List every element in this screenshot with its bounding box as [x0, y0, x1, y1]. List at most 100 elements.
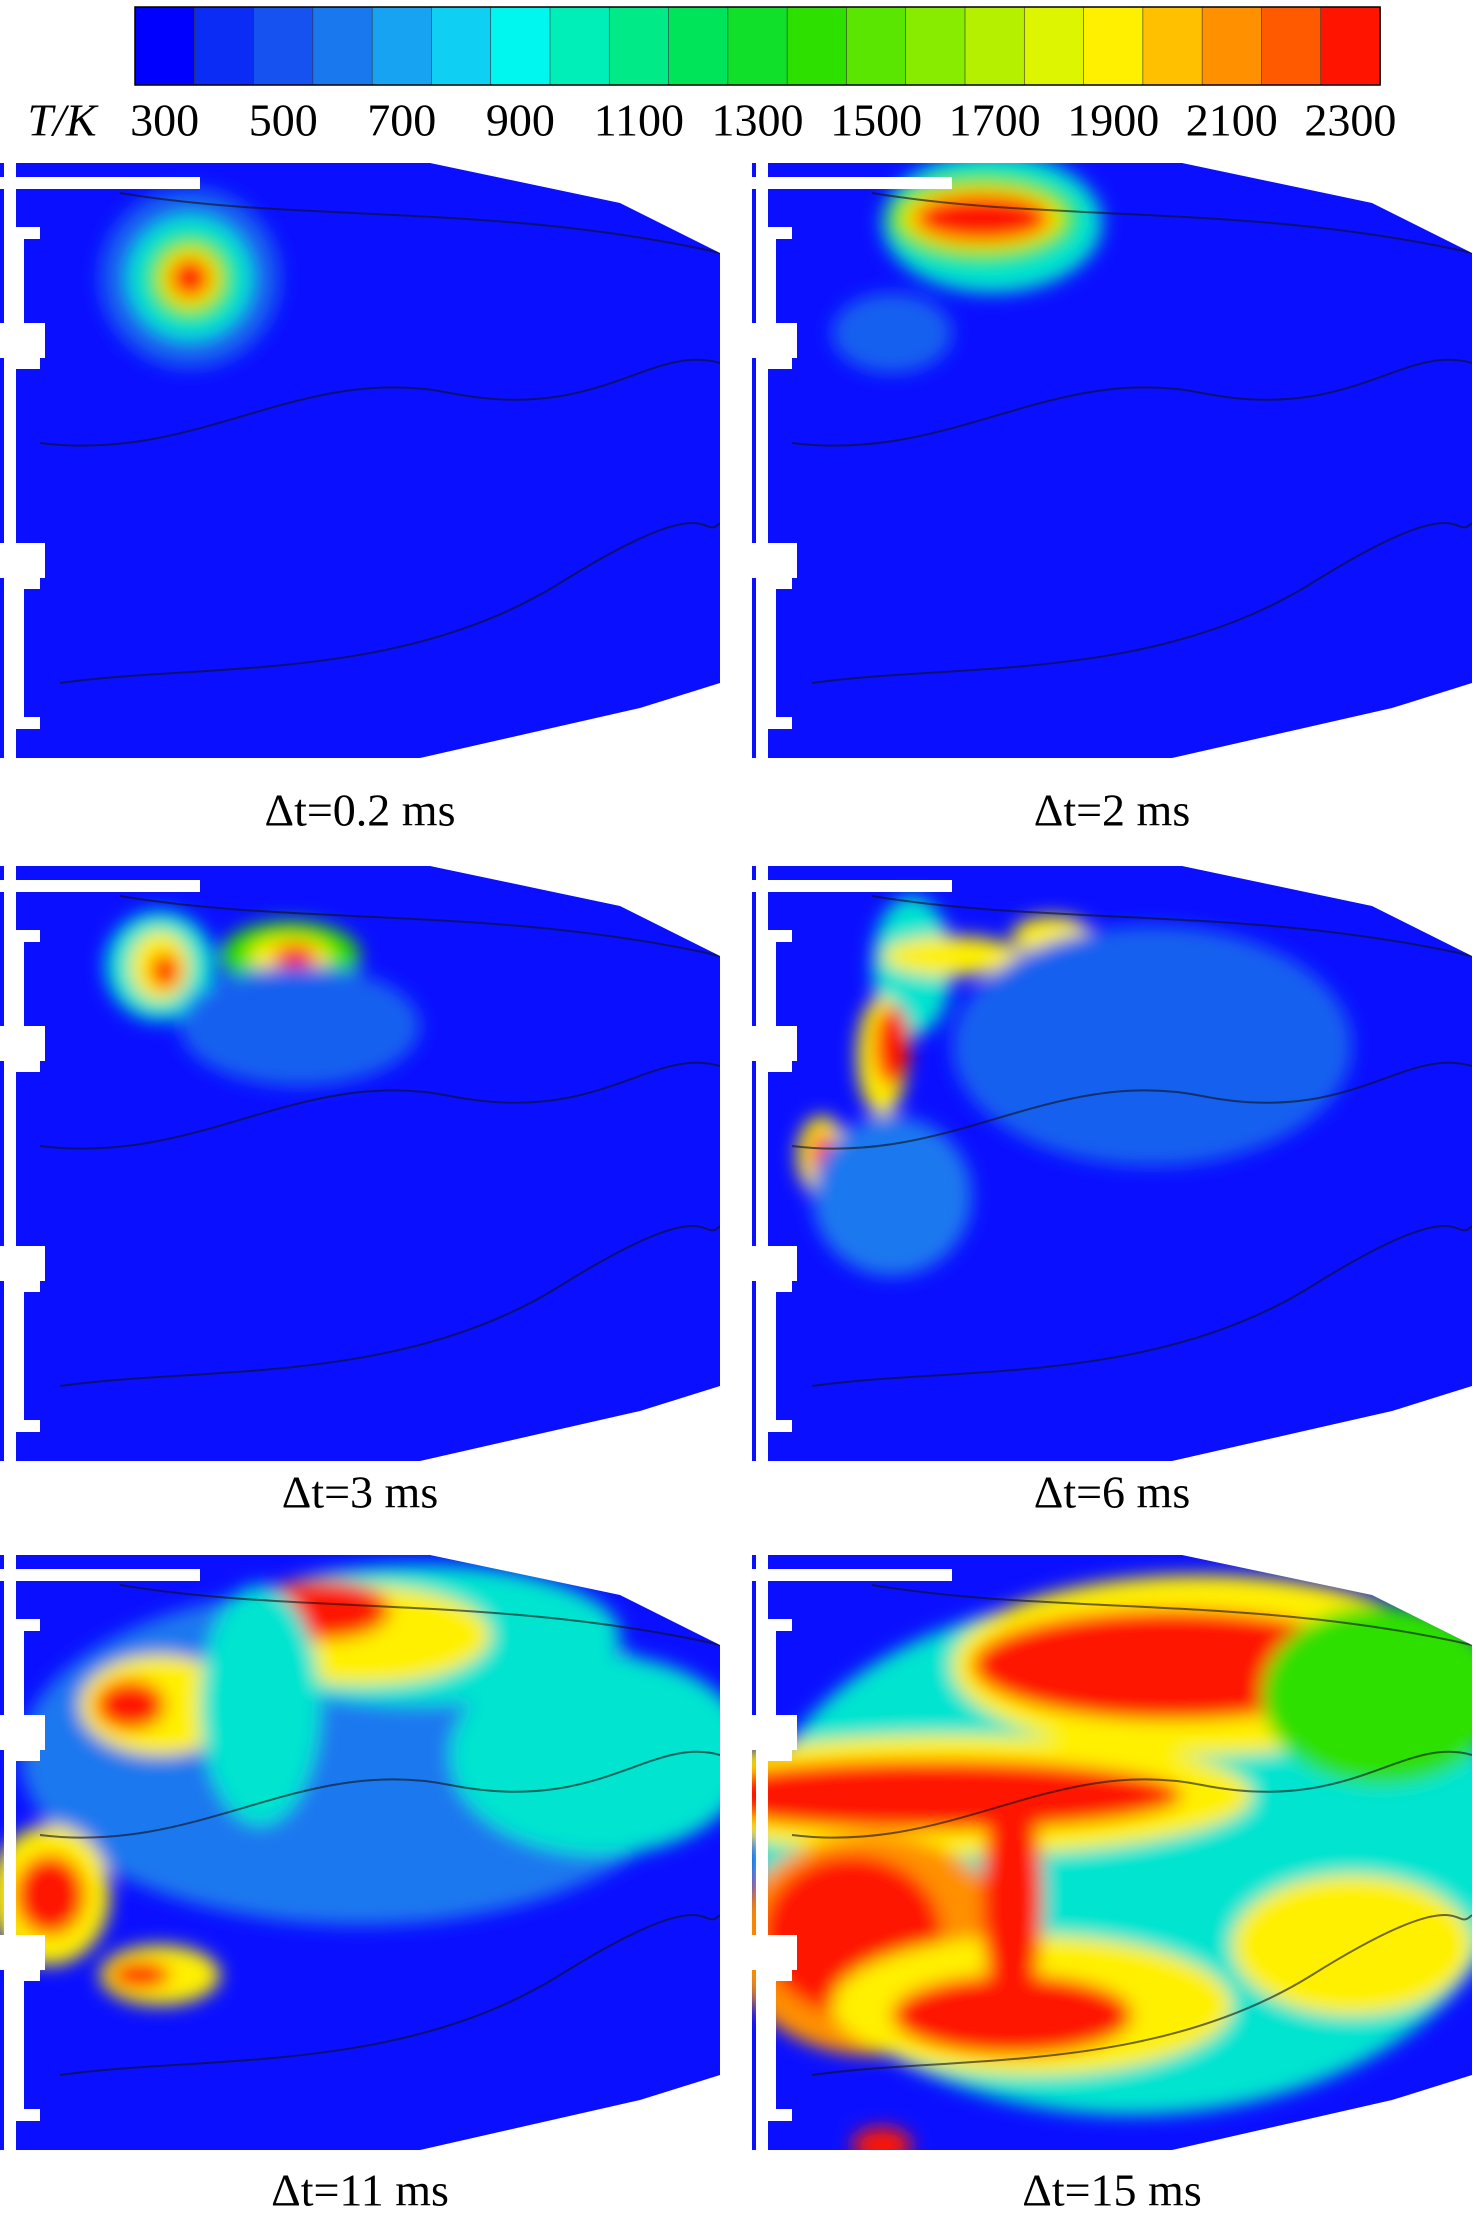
- streamline: [811, 1225, 1472, 1387]
- wall: [752, 1935, 797, 1970]
- wall: [0, 323, 45, 358]
- colorbar-band: [846, 6, 907, 86]
- colorbar-band: [786, 6, 848, 86]
- temperature-blob: [180, 966, 420, 1086]
- colorbar-frame: [134, 6, 1381, 86]
- panel-field: [752, 1555, 1472, 2150]
- colorbar-band: [431, 6, 492, 86]
- panel-field: [0, 866, 720, 1461]
- colorbar-band: [371, 6, 433, 86]
- wall: [752, 1246, 797, 1281]
- colorbar-band: [193, 6, 255, 86]
- panel-background: [752, 163, 1472, 758]
- wall: [1182, 1555, 1472, 1645]
- wall: [1172, 683, 1472, 758]
- panel-caption: Δt=6 ms: [1034, 1467, 1191, 1518]
- hot-regions: [105, 911, 420, 1086]
- streamline: [791, 1061, 1472, 1150]
- colorbar-band: [1083, 6, 1144, 86]
- streamline: [59, 522, 720, 684]
- hot-regions: [100, 188, 280, 368]
- panel-field: [752, 866, 1472, 1461]
- wall: [1172, 1386, 1472, 1461]
- streamline: [811, 522, 1472, 684]
- wall: [420, 2075, 720, 2150]
- wall: [420, 1386, 720, 1461]
- temperature-blob: [450, 1655, 720, 1855]
- wall: [420, 683, 720, 758]
- streamline: [871, 192, 1472, 254]
- wall: [0, 1246, 45, 1281]
- temperature-blob: [882, 936, 1022, 976]
- wall: [430, 866, 720, 956]
- streamline: [871, 895, 1472, 957]
- temperature-blob: [812, 1116, 972, 1276]
- temperature-blob: [95, 1680, 165, 1730]
- temperature-blob: [15, 1855, 85, 1935]
- streamline: [119, 1584, 720, 1646]
- temperature-blob: [150, 953, 180, 989]
- wall: [0, 543, 45, 578]
- streamline: [119, 192, 720, 254]
- panel-field: [752, 163, 1472, 758]
- temperature-blob: [982, 1780, 1042, 2020]
- colorbar-tick-label: 300: [130, 95, 199, 146]
- panel-caption: Δt=2 ms: [1034, 785, 1191, 836]
- colorbar-band: [964, 6, 1026, 86]
- wall: [1182, 866, 1472, 956]
- hot-regions: [752, 1575, 1472, 2150]
- temperature-blob: [273, 944, 317, 968]
- streamline: [871, 1584, 1472, 1646]
- panel: [752, 163, 1472, 758]
- panel-caption: Δt=3 ms: [282, 1467, 439, 1518]
- panel: [0, 163, 720, 758]
- panel: [0, 866, 720, 1461]
- hot-regions: [0, 1565, 720, 2005]
- colorbar-band: [1320, 6, 1381, 86]
- streamline: [119, 895, 720, 957]
- wall: [0, 1935, 45, 1970]
- colorbar-tick-label: 1100: [594, 95, 684, 146]
- colorbar-band: [549, 6, 611, 86]
- colorbar-band: [134, 6, 196, 86]
- panel-caption: Δt=0.2 ms: [265, 785, 456, 836]
- wall: [752, 1026, 797, 1061]
- streamline: [39, 1061, 720, 1150]
- colorbar-tick-label: 2100: [1186, 95, 1278, 146]
- colorbar-band: [253, 6, 314, 86]
- temperature-blob: [914, 194, 1050, 242]
- wall: [1172, 2075, 1472, 2150]
- wall: [430, 163, 720, 253]
- streamline: [791, 1750, 1472, 1839]
- wall: [430, 1555, 720, 1645]
- temperature-blob: [874, 1006, 910, 1086]
- colorbar-tick-label: 2300: [1304, 95, 1396, 146]
- colorbar-band: [1261, 6, 1322, 86]
- temperature-blob: [952, 926, 1352, 1166]
- temperature-blob: [752, 1760, 1182, 1830]
- panel-field: [0, 1555, 720, 2150]
- panel: [0, 1555, 720, 2150]
- wall: [752, 323, 797, 358]
- colorbar-band: [312, 6, 373, 86]
- colorbar-band: [668, 6, 729, 86]
- colorbar-tick-label: 1300: [712, 95, 804, 146]
- colorbar-tick-label: 1700: [949, 95, 1041, 146]
- panel-field: [0, 163, 720, 758]
- wall: [1182, 163, 1472, 253]
- wall: [752, 543, 797, 578]
- colorbar-tick-label: 1500: [830, 95, 922, 146]
- colorbar-band: [905, 6, 966, 86]
- colorbar-label: T/K: [27, 95, 98, 146]
- streamline: [39, 358, 720, 447]
- hot-regions: [797, 896, 1352, 1276]
- colorbar-band: [490, 6, 551, 86]
- temperature-blob: [170, 258, 210, 298]
- temperature-blob: [1232, 1875, 1472, 2015]
- colorbar-band: [1142, 6, 1203, 86]
- temperature-blob: [1262, 1605, 1472, 1785]
- streamline: [39, 1750, 720, 1839]
- panel-caption: Δt=15 ms: [1022, 2165, 1202, 2216]
